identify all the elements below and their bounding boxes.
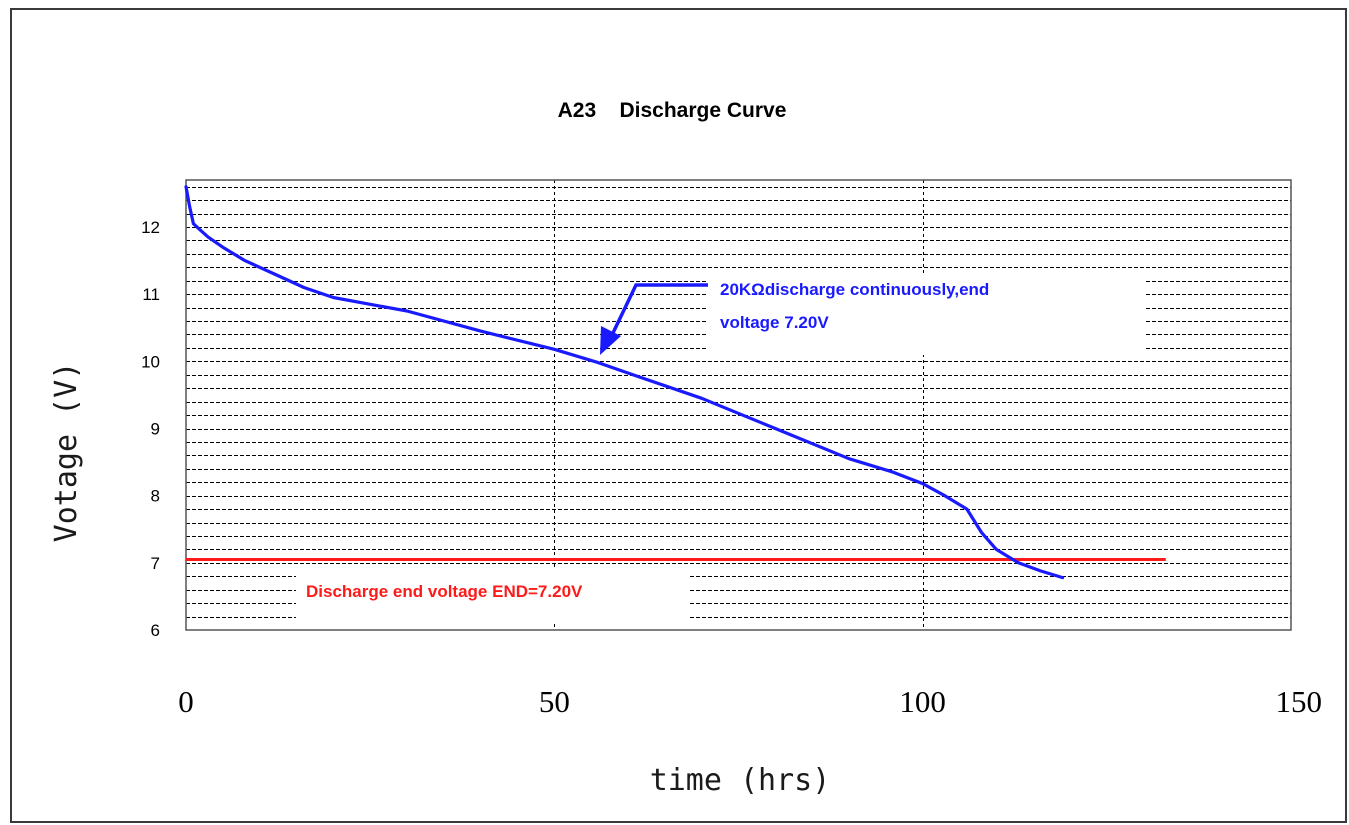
discharge-note-line2: voltage 7.20V bbox=[720, 313, 829, 332]
x-tick-label: 100 bbox=[899, 684, 946, 719]
discharge-note-line1: 20KΩdischarge continuously,end bbox=[720, 280, 989, 299]
plot-frame bbox=[185, 179, 1292, 631]
y-tick-labels: 6 7 8 9 10 11 12 bbox=[141, 218, 160, 640]
discharge-note-box bbox=[708, 273, 1146, 355]
y-tick-label: 7 bbox=[151, 554, 160, 573]
annotation-arrow-shaft bbox=[610, 283, 708, 336]
grid-layer bbox=[185, 179, 1292, 631]
annotation-layer: 20KΩdischarge continuously,end voltage 7.… bbox=[296, 273, 1146, 622]
x-axis-label: time (hrs) bbox=[650, 763, 831, 798]
y-tick-label: 6 bbox=[151, 621, 160, 640]
x-tick-label: 0 bbox=[178, 684, 194, 719]
y-tick-label: 12 bbox=[141, 218, 160, 237]
end-voltage-note: Discharge end voltage END=7.20V bbox=[306, 582, 583, 601]
x-tick-labels: 0 50 100 150 bbox=[178, 684, 1322, 719]
y-axis-label: Votage (V) bbox=[49, 362, 84, 543]
x-tick-label: 150 bbox=[1276, 684, 1323, 719]
y-tick-label: 9 bbox=[151, 420, 160, 439]
curve-layer bbox=[184, 185, 1166, 580]
chart-title: A23 Discharge Curve bbox=[558, 99, 787, 122]
y-tick-label: 8 bbox=[151, 487, 160, 506]
end-voltage-note-box bbox=[296, 570, 688, 622]
discharge-curve bbox=[184, 185, 1065, 580]
y-tick-label: 11 bbox=[142, 285, 160, 304]
y-tick-label: 10 bbox=[141, 352, 160, 371]
annotation-arrow-head bbox=[600, 326, 621, 355]
x-tick-label: 50 bbox=[539, 684, 570, 719]
